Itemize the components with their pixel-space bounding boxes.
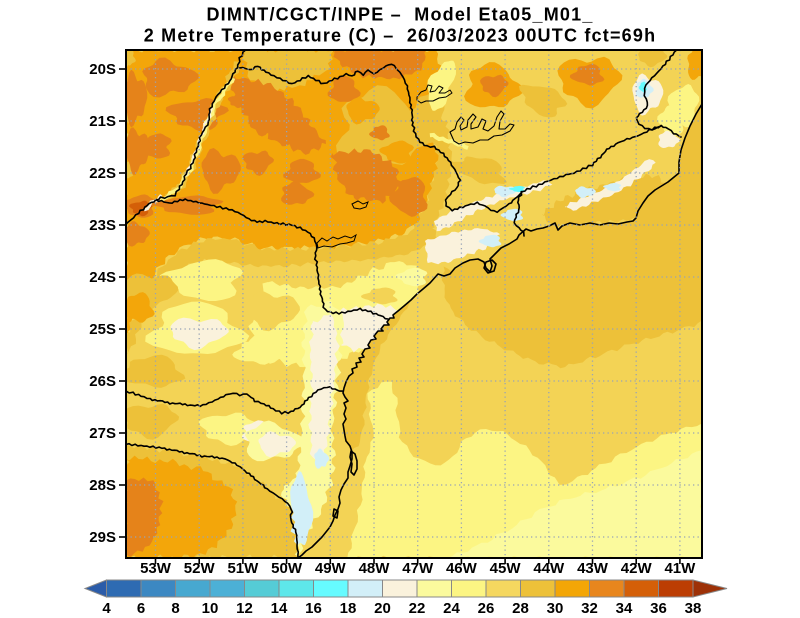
svg-text:DIMNT/CGCT/INPE – Model Eta05: DIMNT/CGCT/INPE – Model Eta05_M01_ <box>206 5 593 25</box>
svg-text:23S: 23S <box>89 217 116 234</box>
svg-text:28: 28 <box>512 600 529 617</box>
svg-text:27S: 27S <box>89 425 116 442</box>
svg-text:48W: 48W <box>359 560 391 577</box>
svg-text:4: 4 <box>102 600 111 617</box>
svg-text:20: 20 <box>374 600 391 617</box>
svg-text:24: 24 <box>443 600 460 617</box>
svg-text:44W: 44W <box>533 560 565 577</box>
svg-text:30: 30 <box>547 600 564 617</box>
svg-text:38: 38 <box>685 600 702 617</box>
svg-text:14: 14 <box>271 600 288 617</box>
svg-text:25S: 25S <box>89 321 116 338</box>
svg-text:28S: 28S <box>89 477 116 494</box>
svg-text:36: 36 <box>650 600 667 617</box>
svg-text:26S: 26S <box>89 373 116 390</box>
svg-text:26: 26 <box>478 600 495 617</box>
svg-text:46W: 46W <box>446 560 478 577</box>
svg-text:2 Metre Temperature (C) – 26/: 2 Metre Temperature (C) – 26/03/2023 00U… <box>144 26 657 46</box>
svg-text:43W: 43W <box>577 560 609 577</box>
svg-text:6: 6 <box>137 600 145 617</box>
svg-text:21S: 21S <box>89 113 116 130</box>
svg-text:16: 16 <box>305 600 322 617</box>
svg-text:52W: 52W <box>184 560 216 577</box>
svg-text:51W: 51W <box>227 560 259 577</box>
svg-text:18: 18 <box>340 600 357 617</box>
svg-text:22S: 22S <box>89 165 116 182</box>
svg-text:8: 8 <box>171 600 179 617</box>
svg-text:45W: 45W <box>490 560 522 577</box>
svg-text:12: 12 <box>236 600 253 617</box>
svg-text:49W: 49W <box>315 560 347 577</box>
svg-text:53W: 53W <box>140 560 172 577</box>
svg-text:41W: 41W <box>664 560 696 577</box>
svg-text:24S: 24S <box>89 269 116 286</box>
svg-text:22: 22 <box>409 600 426 617</box>
svg-text:50W: 50W <box>271 560 303 577</box>
svg-text:29S: 29S <box>89 529 116 546</box>
svg-text:47W: 47W <box>402 560 434 577</box>
svg-text:34: 34 <box>616 600 633 617</box>
svg-text:10: 10 <box>202 600 219 617</box>
svg-text:32: 32 <box>581 600 598 617</box>
svg-text:42W: 42W <box>621 560 653 577</box>
svg-text:20S: 20S <box>89 61 116 78</box>
